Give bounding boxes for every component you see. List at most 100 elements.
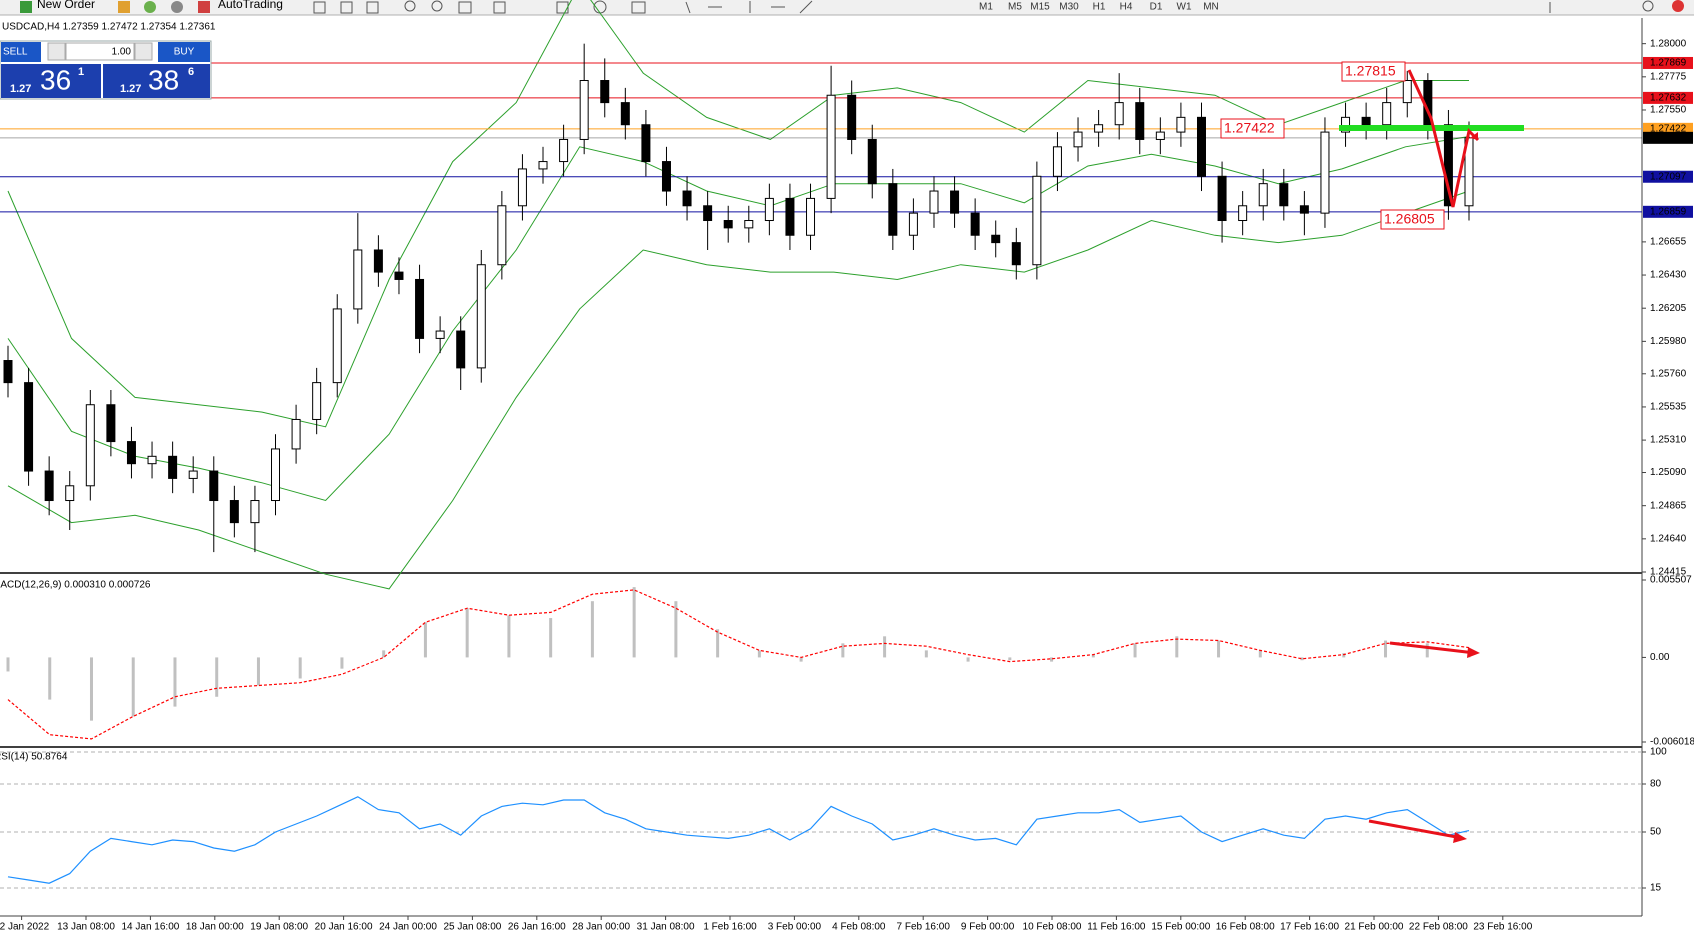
macd-bar <box>966 657 970 662</box>
chart-header: USDCAD,H4 1.27359 1.27472 1.27354 1.2736… <box>2 22 216 33</box>
annotation: 1.26805 <box>1384 211 1435 227</box>
x-tick-label: 26 Jan 16:00 <box>508 922 566 933</box>
candle-body <box>435 330 445 339</box>
macd-bar <box>1384 640 1388 658</box>
candle-body <box>1073 131 1083 148</box>
macd-title: MACD(12,26,9) 0.000310 0.000726 <box>0 580 151 591</box>
candle-body <box>85 404 95 487</box>
rsi-line <box>7 796 1470 884</box>
candle-body <box>559 138 569 163</box>
candle-body <box>209 470 219 502</box>
candle-body <box>600 80 610 104</box>
zoom-out[interactable] <box>431 0 443 12</box>
autotrading-icon[interactable] <box>198 1 210 13</box>
bid-box[interactable] <box>1 64 101 98</box>
macd-bar <box>1342 653 1346 658</box>
ask-box[interactable] <box>103 64 210 98</box>
timeframe-button[interactable]: H1 <box>1093 2 1106 13</box>
toolbar-icon[interactable] <box>171 1 183 13</box>
macd-bar <box>841 643 845 658</box>
buy-button[interactable] <box>158 42 210 62</box>
candle-body <box>970 212 980 236</box>
y-tick-label: -0.006018 <box>1650 737 1694 748</box>
candle-body <box>332 308 342 384</box>
timeframe-button[interactable]: H4 <box>1120 2 1133 13</box>
macd-signal <box>7 589 1470 740</box>
tool-icon[interactable] <box>631 1 646 14</box>
macd-bar <box>924 650 928 658</box>
x-tick-label: 12 Jan 2022 <box>0 922 50 933</box>
macd-arrow <box>1389 641 1476 655</box>
alert-icon[interactable] <box>1672 0 1684 12</box>
macd-bar <box>1008 657 1012 661</box>
timeframe-button[interactable]: W1 <box>1177 2 1192 13</box>
macd-bar <box>549 618 553 658</box>
sell-button[interactable] <box>1 42 41 62</box>
candle-body <box>867 138 877 185</box>
toolbar <box>0 0 1694 15</box>
price-level-label: 1.27632 <box>1650 93 1687 104</box>
lot-down[interactable] <box>47 42 66 61</box>
candle-body <box>682 190 692 207</box>
macd-bar <box>1300 657 1304 661</box>
timeframe-button[interactable]: D1 <box>1150 2 1163 13</box>
tool-icon[interactable] <box>493 1 506 14</box>
tool-icon[interactable] <box>340 1 353 14</box>
x-tick-label: 23 Feb 16:00 <box>1473 922 1532 933</box>
tool-icon[interactable] <box>366 1 379 14</box>
band-line <box>7 190 1470 590</box>
candle-body <box>1279 183 1289 207</box>
tool-icon[interactable] <box>313 1 326 14</box>
lot-input[interactable] <box>65 42 135 61</box>
y-tick-label: 1.28000 <box>1650 38 1687 49</box>
candle-body <box>950 190 960 214</box>
tool-icon[interactable] <box>556 1 569 14</box>
macd-bar <box>6 657 10 672</box>
zoom-in[interactable] <box>404 0 416 12</box>
x-tick-label: 3 Feb 00:00 <box>768 922 822 933</box>
candle-body <box>744 220 754 229</box>
candle-body <box>641 124 651 163</box>
timeframe-button[interactable]: MN <box>1203 2 1219 13</box>
lot-value[interactable]: 1.00 <box>112 47 132 58</box>
timeframe-button[interactable]: M5 <box>1008 2 1022 13</box>
arrow-head <box>1467 647 1480 658</box>
new-order-icon[interactable] <box>20 1 32 13</box>
cursor-tool[interactable] <box>685 1 691 14</box>
macd-bar <box>423 622 427 658</box>
timeframe-button[interactable]: M30 <box>1059 2 1079 13</box>
timeframe-button[interactable]: M1 <box>979 2 993 13</box>
timeframe-button[interactable]: M15 <box>1030 2 1050 13</box>
tool-icon[interactable] <box>458 1 472 14</box>
y-tick-label: 1.25310 <box>1650 435 1687 446</box>
lot-up[interactable] <box>134 42 153 61</box>
macd-bar <box>799 657 803 662</box>
new-order-button[interactable]: New Order <box>37 0 95 11</box>
x-tick-label: 21 Feb 00:00 <box>1345 922 1404 933</box>
y-tick-label: 1.25535 <box>1650 402 1687 413</box>
toolbar-icon[interactable] <box>144 1 156 13</box>
macd-bar <box>1133 643 1137 658</box>
candle-body <box>1135 102 1145 140</box>
y-tick-label: 1.27550 <box>1650 105 1687 116</box>
x-tick-label: 13 Jan 08:00 <box>57 922 115 933</box>
y-tick-label: 15 <box>1650 883 1662 894</box>
y-tick-label: 1.24865 <box>1650 500 1687 511</box>
x-tick-label: 19 Jan 08:00 <box>250 922 308 933</box>
macd-bar <box>1091 654 1095 658</box>
toolbar-icon[interactable] <box>118 1 130 13</box>
search-icon[interactable] <box>1642 0 1654 12</box>
autotrading-button[interactable]: AutoTrading <box>218 0 283 11</box>
trendline-tool[interactable] <box>799 0 813 14</box>
drawn-arrow <box>1407 69 1480 208</box>
buy-label[interactable]: BUY <box>174 47 195 58</box>
sell-label[interactable]: SELL <box>3 47 28 58</box>
x-tick-label: 7 Feb 16:00 <box>897 922 951 933</box>
candle-body <box>1443 124 1453 207</box>
y-tick-label: 1.26655 <box>1650 237 1687 248</box>
price-level-box <box>1643 91 1693 104</box>
candle-body <box>65 485 75 502</box>
candle-body <box>1402 80 1412 104</box>
x-tick-label: 15 Feb 00:00 <box>1151 922 1210 933</box>
y-tick-label: 50 <box>1650 827 1662 838</box>
